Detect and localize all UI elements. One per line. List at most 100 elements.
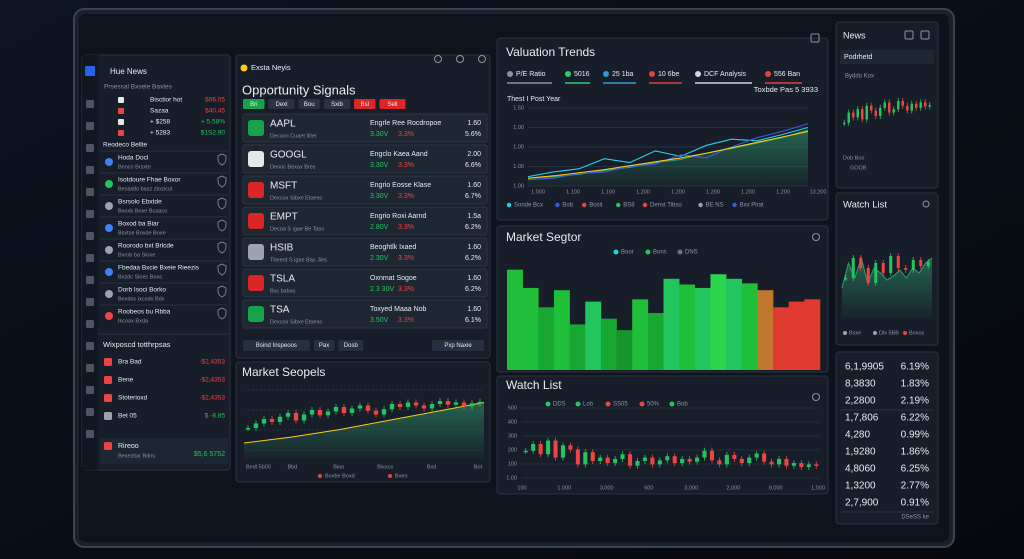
footer-chip[interactable] [338, 340, 364, 351]
item-title: Roobeos bu Rbba [118, 309, 171, 316]
y-label: 1.00 [513, 164, 524, 170]
bar [538, 307, 555, 370]
signal-r2: 6.1% [465, 317, 481, 324]
tab[interactable] [354, 99, 376, 109]
total-box [100, 438, 228, 464]
legend-dot [765, 71, 771, 77]
bar [663, 278, 680, 370]
bar [710, 274, 727, 370]
summary-icon [118, 108, 124, 114]
signal-r2: 6.2% [465, 224, 481, 231]
candle [341, 407, 347, 413]
ticker-sub: Dexcox Sibxe Etoexs [270, 319, 322, 325]
tab[interactable] [268, 99, 295, 109]
item-icon [105, 158, 113, 166]
ticker-icon [248, 120, 264, 136]
y-label: 100 [508, 461, 517, 467]
legend-label: Lob [583, 402, 594, 408]
footer-chip[interactable] [243, 340, 310, 351]
signal-row[interactable] [242, 237, 488, 267]
item-title: Bsrsolo Ebxtde [118, 199, 162, 206]
bar [788, 301, 805, 370]
legend-label: Boxos [909, 330, 925, 336]
bar [585, 301, 602, 370]
bar [647, 313, 664, 370]
legend-dot [903, 331, 907, 335]
subheader-bar [840, 50, 934, 64]
bar [726, 278, 743, 370]
legend-label: 50% [647, 402, 660, 408]
signal-row[interactable] [242, 113, 488, 143]
item-icon [105, 224, 113, 232]
candle [919, 260, 923, 266]
candle [739, 458, 744, 464]
signal-r2: 6.2% [465, 255, 481, 262]
ticker-icon [248, 244, 264, 260]
y-label: 1.00 [513, 183, 524, 189]
signal-row[interactable] [242, 175, 488, 205]
legend-label: Denst Tibso [650, 203, 682, 209]
signal-name: Engrle Ree Rocdropoe [370, 120, 441, 127]
signal-row[interactable] [242, 144, 488, 174]
nav-icon [86, 144, 94, 152]
table-footer: DSeSS ke [901, 515, 929, 521]
candle [538, 444, 543, 455]
legend-dot [642, 202, 648, 208]
table-change: 1.86% [901, 447, 929, 458]
item-sub: Bxoxb Boxe Bcaaco [118, 208, 167, 214]
summary-label: Bisctior hot [150, 97, 182, 104]
holding-label: Bra Bad [118, 359, 142, 366]
tab[interactable] [298, 99, 321, 109]
candle [635, 461, 640, 466]
signal-row[interactable] [242, 299, 488, 329]
table-value: 4,8060 [845, 464, 876, 475]
signal-name: Engrio Eosse Klase [370, 182, 431, 189]
candle [852, 112, 855, 118]
legend-dot [645, 249, 651, 255]
panel-title: Watch List [843, 200, 887, 211]
candle [861, 109, 864, 120]
footer-label: Bsind Inspeoos [256, 343, 297, 349]
legend-label: Boor [621, 250, 634, 256]
tab[interactable] [243, 99, 265, 109]
candle [928, 105, 931, 107]
holding-value: -$2,4353 [199, 395, 225, 402]
table-value: 1,7,806 [845, 413, 879, 424]
legend-label: Bob [677, 402, 688, 408]
table-change: 1.83% [901, 379, 929, 390]
candle [672, 456, 677, 464]
candle [874, 110, 877, 116]
y-label: 1.00 [513, 125, 524, 131]
candle [843, 122, 846, 125]
total-sub: Bexeztiar Bdos [118, 453, 155, 459]
legend-label: Bxeo [395, 473, 408, 479]
candle [754, 453, 759, 458]
table-value: 1,3200 [845, 481, 876, 492]
signal-r1: 1.60 [467, 182, 481, 189]
summary-label: Sazaa [150, 108, 169, 115]
candle [642, 457, 647, 461]
ticker-icon [248, 275, 264, 291]
news-subheader: Podrhetd [844, 54, 873, 61]
footer-chip[interactable] [313, 340, 335, 351]
shield-icon [217, 285, 227, 298]
tab[interactable] [379, 99, 406, 109]
candle [687, 458, 692, 462]
y-label: 1.00 [506, 475, 517, 481]
holding-icon [104, 358, 112, 366]
tab[interactable] [324, 99, 350, 109]
candle [806, 464, 811, 468]
candle [613, 458, 618, 464]
item-title: Hoda Docl [118, 155, 149, 162]
candle [762, 453, 767, 462]
signal-row[interactable] [242, 268, 488, 298]
action-chip[interactable] [432, 340, 484, 351]
candle [245, 428, 251, 430]
candle [605, 457, 610, 464]
signal-row[interactable] [242, 206, 488, 236]
news-label: GOOB [850, 165, 867, 171]
x-label: 1.200 [706, 189, 720, 195]
candle [309, 410, 315, 415]
candle [413, 402, 419, 406]
candle [847, 112, 850, 123]
